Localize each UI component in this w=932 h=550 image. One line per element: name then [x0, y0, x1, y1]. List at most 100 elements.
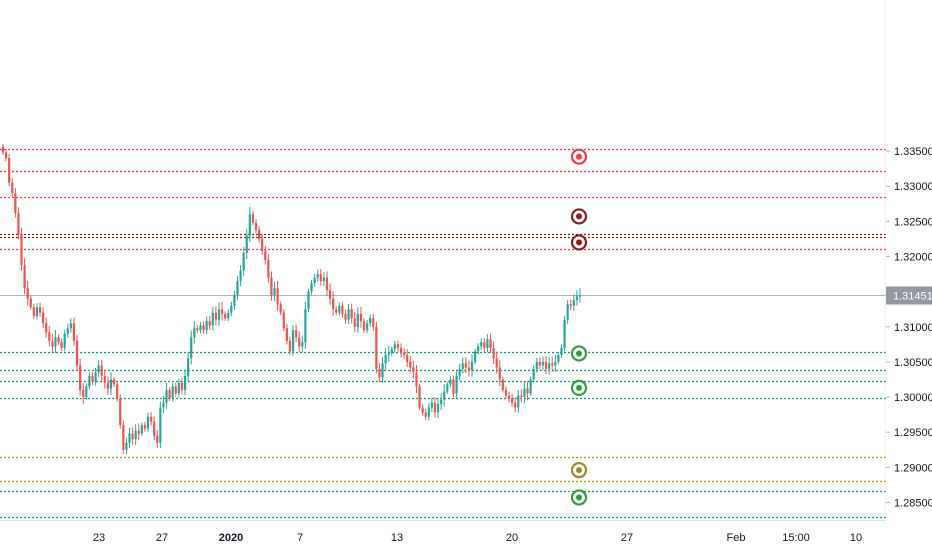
candle-body: [276, 288, 279, 305]
candle-body: [544, 361, 548, 369]
candle-up: [236, 276, 239, 300]
candle-body: [473, 351, 477, 362]
candle-body: [66, 328, 69, 334]
candle-body: [261, 238, 264, 251]
candle-body: [566, 304, 569, 320]
candle-down: [79, 358, 82, 397]
candle-body: [183, 375, 187, 390]
candle-down: [396, 340, 400, 352]
candle-body: [270, 277, 273, 296]
candle-up: [193, 320, 196, 344]
candle-body: [279, 304, 282, 313]
candle-body: [220, 309, 224, 315]
time-tick-label: 13: [391, 532, 403, 544]
candle-up: [517, 390, 520, 413]
candle-down: [282, 309, 285, 332]
candle-body: [319, 274, 322, 282]
candle-down: [335, 306, 338, 316]
candle-body: [248, 214, 251, 236]
candle-body: [180, 382, 184, 390]
candle-up: [461, 357, 464, 374]
candle-body: [165, 390, 168, 403]
candle-down: [378, 363, 381, 383]
candle-down: [520, 389, 523, 403]
candle-body: [26, 288, 29, 299]
candle-up: [94, 367, 97, 386]
candle-up: [88, 372, 91, 390]
candle-body: [267, 260, 270, 278]
candle-body: [557, 354, 560, 362]
candle-down: [156, 430, 159, 448]
candle-down: [270, 271, 273, 301]
candle-down: [403, 348, 406, 360]
candle-up: [554, 354, 557, 372]
price-tick-label: 1.33000: [894, 181, 932, 193]
candle-down: [20, 227, 23, 271]
price-axis-panel[interactable]: [886, 0, 932, 520]
candle-down: [514, 397, 517, 413]
candle-down: [483, 337, 486, 352]
candle-down: [498, 360, 501, 387]
candle-body: [415, 372, 418, 387]
candle-up: [205, 316, 208, 335]
candle-up: [177, 378, 180, 398]
time-tick-label: 27: [156, 532, 168, 544]
candle-up: [365, 319, 369, 334]
candle-down: [495, 351, 498, 374]
candle-body: [529, 379, 532, 394]
candle-body: [433, 402, 437, 413]
candle-body: [242, 252, 245, 271]
candle-body: [202, 325, 205, 331]
candle-body: [338, 305, 341, 313]
candle-body: [560, 347, 563, 355]
candle-down: [180, 377, 184, 395]
candle-body: [310, 283, 313, 292]
candle-up: [307, 288, 310, 312]
candle-up: [560, 344, 563, 358]
candle-down: [372, 313, 375, 331]
candle-up: [171, 383, 174, 402]
candle-body: [335, 309, 338, 313]
candle-up: [190, 330, 193, 365]
candle-body: [449, 379, 452, 385]
candle-down: [208, 316, 211, 330]
candle-body: [452, 379, 455, 394]
candle-body: [282, 312, 285, 329]
candle-down: [32, 303, 35, 320]
candle-up: [535, 357, 538, 373]
candle-down: [279, 301, 282, 316]
candle-up: [369, 314, 372, 327]
candle-body: [477, 346, 480, 352]
candle-down: [526, 381, 529, 401]
candle-down: [501, 376, 504, 393]
candle-up: [316, 269, 319, 282]
candle-body: [322, 277, 325, 282]
level-marker-icon: [570, 489, 588, 506]
candle-up: [54, 329, 57, 354]
candle-down: [544, 356, 548, 374]
candle-down: [116, 381, 119, 402]
candle-down: [406, 349, 409, 367]
price-axis[interactable]: 1.335001.330001.325001.320001.315001.310…: [886, 146, 932, 509]
candle-body: [116, 384, 119, 399]
time-axis[interactable]: 23 27 2020 7 13 20 27 Feb 15:00 10: [0, 520, 886, 545]
candle-body: [11, 182, 14, 194]
candle-body: [4, 152, 8, 159]
candle-body: [35, 307, 39, 317]
candle-down: [492, 341, 495, 364]
candle-down: [421, 404, 424, 416]
candle-body: [501, 379, 504, 390]
candle-up: [578, 288, 582, 303]
candle-body: [45, 323, 48, 333]
candle-up: [85, 383, 88, 400]
candle-body: [190, 337, 193, 359]
candle-body: [470, 361, 474, 371]
candle-body: [291, 330, 295, 352]
candle-body: [112, 379, 116, 385]
candle-body: [230, 305, 233, 313]
candle-down: [150, 412, 153, 426]
candle-up: [304, 301, 307, 349]
candle-down: [91, 372, 94, 386]
